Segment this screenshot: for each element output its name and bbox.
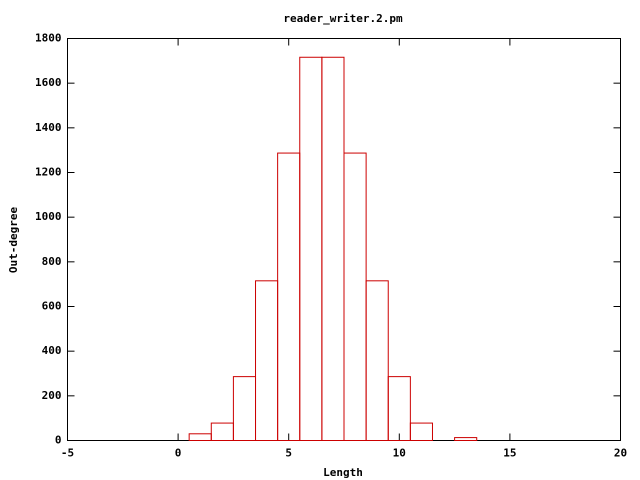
x-tick-label: 0	[175, 447, 182, 460]
bar	[277, 152, 301, 441]
bar	[409, 422, 433, 441]
y-tick-label: 1800	[35, 32, 62, 45]
y-tick-label: 1400	[35, 121, 62, 134]
chart-title: reader_writer.2.pm	[283, 12, 403, 25]
y-axis-label: Out-degree	[7, 207, 20, 274]
y-tick-label: 0	[55, 434, 62, 447]
x-tick-label: -5	[61, 447, 74, 460]
y-tick-label: 1200	[35, 166, 62, 179]
bar	[321, 56, 345, 441]
bar	[454, 437, 478, 442]
y-tick-label: 200	[42, 389, 62, 402]
y-tick-label: 1600	[35, 76, 62, 89]
x-tick-label: 20	[614, 447, 627, 460]
x-tick-label: 5	[285, 447, 292, 460]
bar	[210, 422, 234, 441]
bar	[232, 376, 257, 442]
bar	[365, 280, 389, 442]
x-tick-label: 10	[393, 447, 406, 460]
y-tick-label: 800	[42, 255, 62, 268]
x-axis-label: Length	[323, 466, 363, 479]
y-tick-label: 1000	[35, 210, 62, 223]
bar	[343, 152, 367, 441]
x-tick-label: 15	[503, 447, 516, 460]
bar	[255, 280, 279, 442]
y-tick-label: 600	[42, 300, 62, 313]
bar	[299, 56, 323, 441]
bar	[387, 376, 411, 442]
bar	[188, 433, 212, 441]
y-tick-label: 400	[42, 344, 62, 357]
